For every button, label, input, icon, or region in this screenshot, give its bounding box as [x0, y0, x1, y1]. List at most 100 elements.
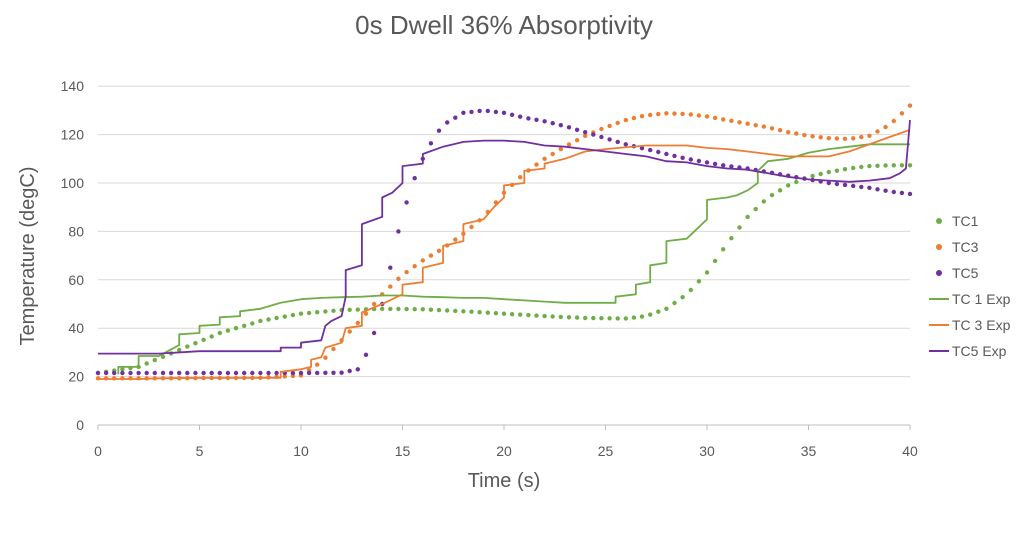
data-point	[323, 309, 328, 314]
data-point	[436, 248, 442, 253]
data-point	[331, 370, 336, 375]
data-point	[875, 129, 880, 134]
series-layer	[95, 103, 913, 381]
legend-item: TC5 Exp	[929, 343, 1007, 359]
data-point	[615, 120, 620, 126]
data-point	[298, 311, 304, 316]
data-point	[891, 189, 896, 195]
data-point	[761, 124, 766, 129]
data-point	[859, 134, 864, 140]
y-tick-label: 40	[68, 320, 84, 336]
data-point	[404, 306, 409, 312]
data-point	[152, 370, 157, 376]
data-point	[428, 141, 434, 146]
y-tick-label: 0	[76, 417, 84, 433]
data-point	[591, 132, 596, 137]
data-point	[412, 264, 417, 269]
data-point	[461, 309, 466, 314]
y-axis-title: Temperature (degC)	[17, 167, 39, 346]
data-point	[648, 112, 653, 118]
data-point	[550, 121, 555, 126]
data-point	[907, 103, 913, 108]
data-point	[834, 136, 840, 141]
data-point	[168, 370, 174, 376]
data-point	[258, 318, 263, 324]
data-point	[672, 153, 677, 159]
data-point	[696, 158, 702, 164]
legend-item: TC 3 Exp	[929, 317, 1011, 333]
series-line	[98, 120, 911, 355]
data-point	[786, 183, 791, 188]
data-point	[583, 130, 588, 135]
data-point	[794, 131, 799, 136]
data-point	[534, 313, 539, 318]
y-tick-label: 20	[68, 369, 84, 385]
data-point	[704, 270, 710, 275]
data-point	[599, 316, 604, 321]
data-point	[534, 162, 539, 167]
data-point	[826, 169, 831, 175]
data-point	[786, 130, 791, 135]
legend-swatch	[936, 218, 942, 224]
data-point	[542, 156, 547, 161]
data-point	[485, 108, 490, 114]
data-point	[177, 347, 182, 353]
data-point	[883, 124, 888, 130]
data-point	[509, 312, 515, 317]
data-point	[396, 306, 401, 312]
legend-label: TC5 Exp	[952, 343, 1007, 359]
x-tick-label: 25	[598, 443, 614, 459]
data-point	[729, 236, 734, 241]
data-point	[396, 276, 401, 281]
data-point	[656, 111, 661, 117]
data-point	[631, 315, 637, 320]
data-point	[859, 164, 864, 170]
data-point	[639, 314, 645, 319]
data-point	[558, 146, 563, 152]
data-point	[363, 311, 369, 316]
data-point	[501, 110, 507, 116]
data-point	[347, 307, 352, 312]
y-tick-label: 100	[61, 175, 85, 191]
data-point	[436, 307, 442, 313]
legend-item: TC 1 Exp	[929, 291, 1011, 307]
data-point	[680, 295, 685, 300]
data-point	[315, 370, 320, 376]
data-point	[712, 161, 718, 167]
data-point	[526, 312, 531, 318]
data-point	[355, 320, 360, 326]
data-point	[518, 175, 523, 180]
data-point	[842, 136, 848, 141]
data-point	[769, 126, 775, 131]
data-point	[859, 184, 864, 190]
data-point	[883, 163, 888, 168]
data-point	[834, 168, 840, 173]
data-point	[250, 321, 255, 326]
data-point	[445, 120, 450, 125]
data-point	[818, 135, 823, 140]
data-point	[526, 116, 531, 121]
data-point	[875, 163, 880, 168]
data-point	[445, 308, 450, 313]
data-point	[607, 316, 612, 321]
data-point	[802, 132, 807, 138]
data-point	[842, 182, 848, 188]
data-point	[323, 370, 328, 375]
data-point	[242, 323, 247, 328]
data-point	[851, 136, 856, 141]
data-point	[428, 253, 434, 258]
data-point	[688, 112, 693, 117]
axes: 0 20 40 60 80 100 120 140 0 5 10 15 20 25 30 35 40	[61, 78, 918, 459]
data-point	[672, 300, 677, 306]
data-point	[112, 370, 117, 376]
data-point	[355, 367, 360, 372]
data-point	[737, 120, 742, 125]
data-point	[696, 113, 702, 118]
data-point	[388, 265, 393, 270]
data-point	[274, 370, 279, 376]
data-point	[461, 110, 466, 116]
x-tick-label: 35	[801, 443, 817, 459]
series-tc-1-exp	[117, 143, 910, 375]
data-point	[550, 314, 555, 319]
series-line	[98, 128, 911, 380]
